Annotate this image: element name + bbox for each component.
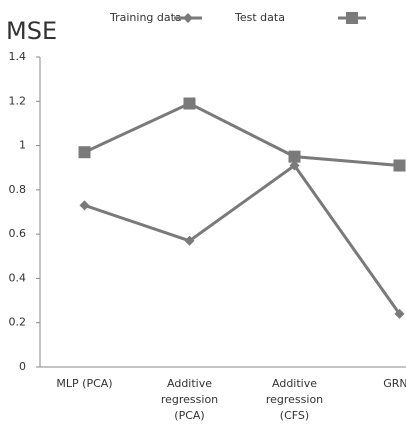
marker [184, 235, 195, 246]
legend-label: Test data [234, 11, 285, 24]
marker [288, 150, 301, 163]
marker [183, 13, 193, 23]
x-tick-label: Additive regression (CFS) [265, 377, 324, 422]
y-tick-label: 1 [19, 139, 26, 152]
x-tick-label: Additive regression (PCA) [160, 377, 219, 422]
y-tick-label: 0.8 [9, 183, 27, 196]
x-tick-label: MLP (PCA) [56, 377, 113, 390]
line [84, 163, 401, 315]
y-tick-label: 0.6 [9, 227, 27, 240]
y-tick-label: 0.4 [9, 271, 27, 284]
marker [393, 159, 406, 172]
y-tick-label: 0.2 [9, 316, 27, 329]
chart-title: MSE [6, 17, 57, 45]
marker [78, 146, 91, 159]
x-tick-label: GRNN [383, 377, 406, 390]
y-tick-label: 1.2 [9, 94, 27, 107]
marker [79, 200, 90, 211]
marker [394, 308, 405, 319]
y-tick-label: 0 [19, 360, 26, 373]
marker [183, 97, 196, 110]
y-tick-label: 1.4 [9, 50, 27, 63]
marker [289, 160, 300, 171]
marker [346, 12, 358, 24]
legend-label: Training data [109, 11, 182, 24]
line [83, 101, 400, 167]
